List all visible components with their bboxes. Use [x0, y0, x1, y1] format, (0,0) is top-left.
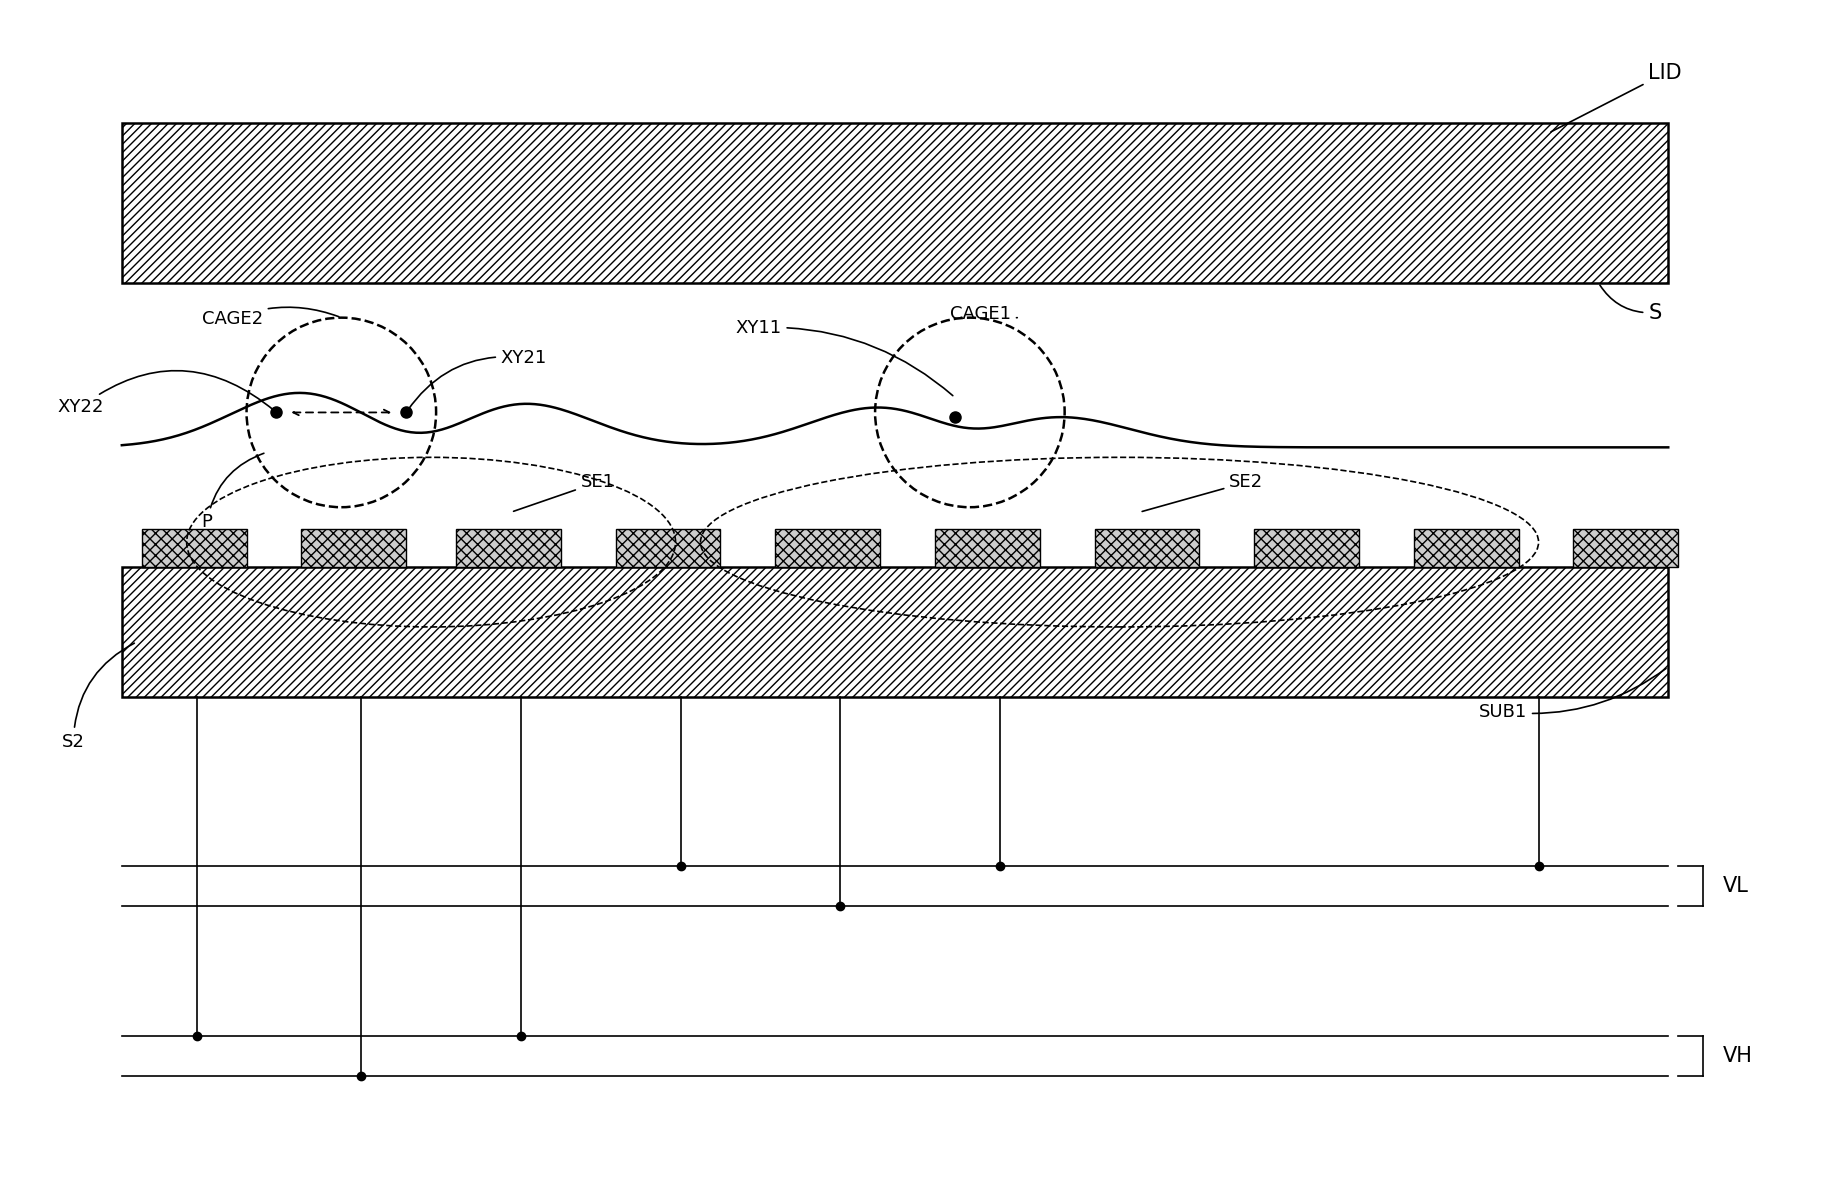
Bar [122, 567, 1668, 697]
Bar [1573, 529, 1679, 567]
Text: XY21: XY21 [407, 349, 548, 410]
Text: SE1: SE1 [513, 474, 614, 511]
Bar [1414, 529, 1518, 567]
Text: LID: LID [1551, 64, 1683, 132]
Text: XY22: XY22 [57, 370, 274, 416]
Bar [301, 529, 406, 567]
Text: S: S [1600, 285, 1661, 322]
Text: SE2: SE2 [1142, 474, 1264, 512]
Text: VH: VH [1723, 1046, 1752, 1066]
Text: CAGE1: CAGE1 [950, 304, 1018, 322]
Bar [122, 123, 1668, 282]
Bar [1253, 529, 1359, 567]
Text: S2: S2 [62, 643, 135, 751]
Bar [143, 529, 247, 567]
Bar [616, 529, 720, 567]
Text: CAGE2: CAGE2 [201, 308, 338, 328]
Text: P: P [201, 453, 263, 531]
Bar [457, 529, 561, 567]
Text: XY11: XY11 [736, 319, 954, 395]
Bar [935, 529, 1040, 567]
Text: SUB1: SUB1 [1478, 668, 1666, 721]
Bar [1094, 529, 1199, 567]
Text: VL: VL [1723, 876, 1748, 897]
Bar [775, 529, 881, 567]
